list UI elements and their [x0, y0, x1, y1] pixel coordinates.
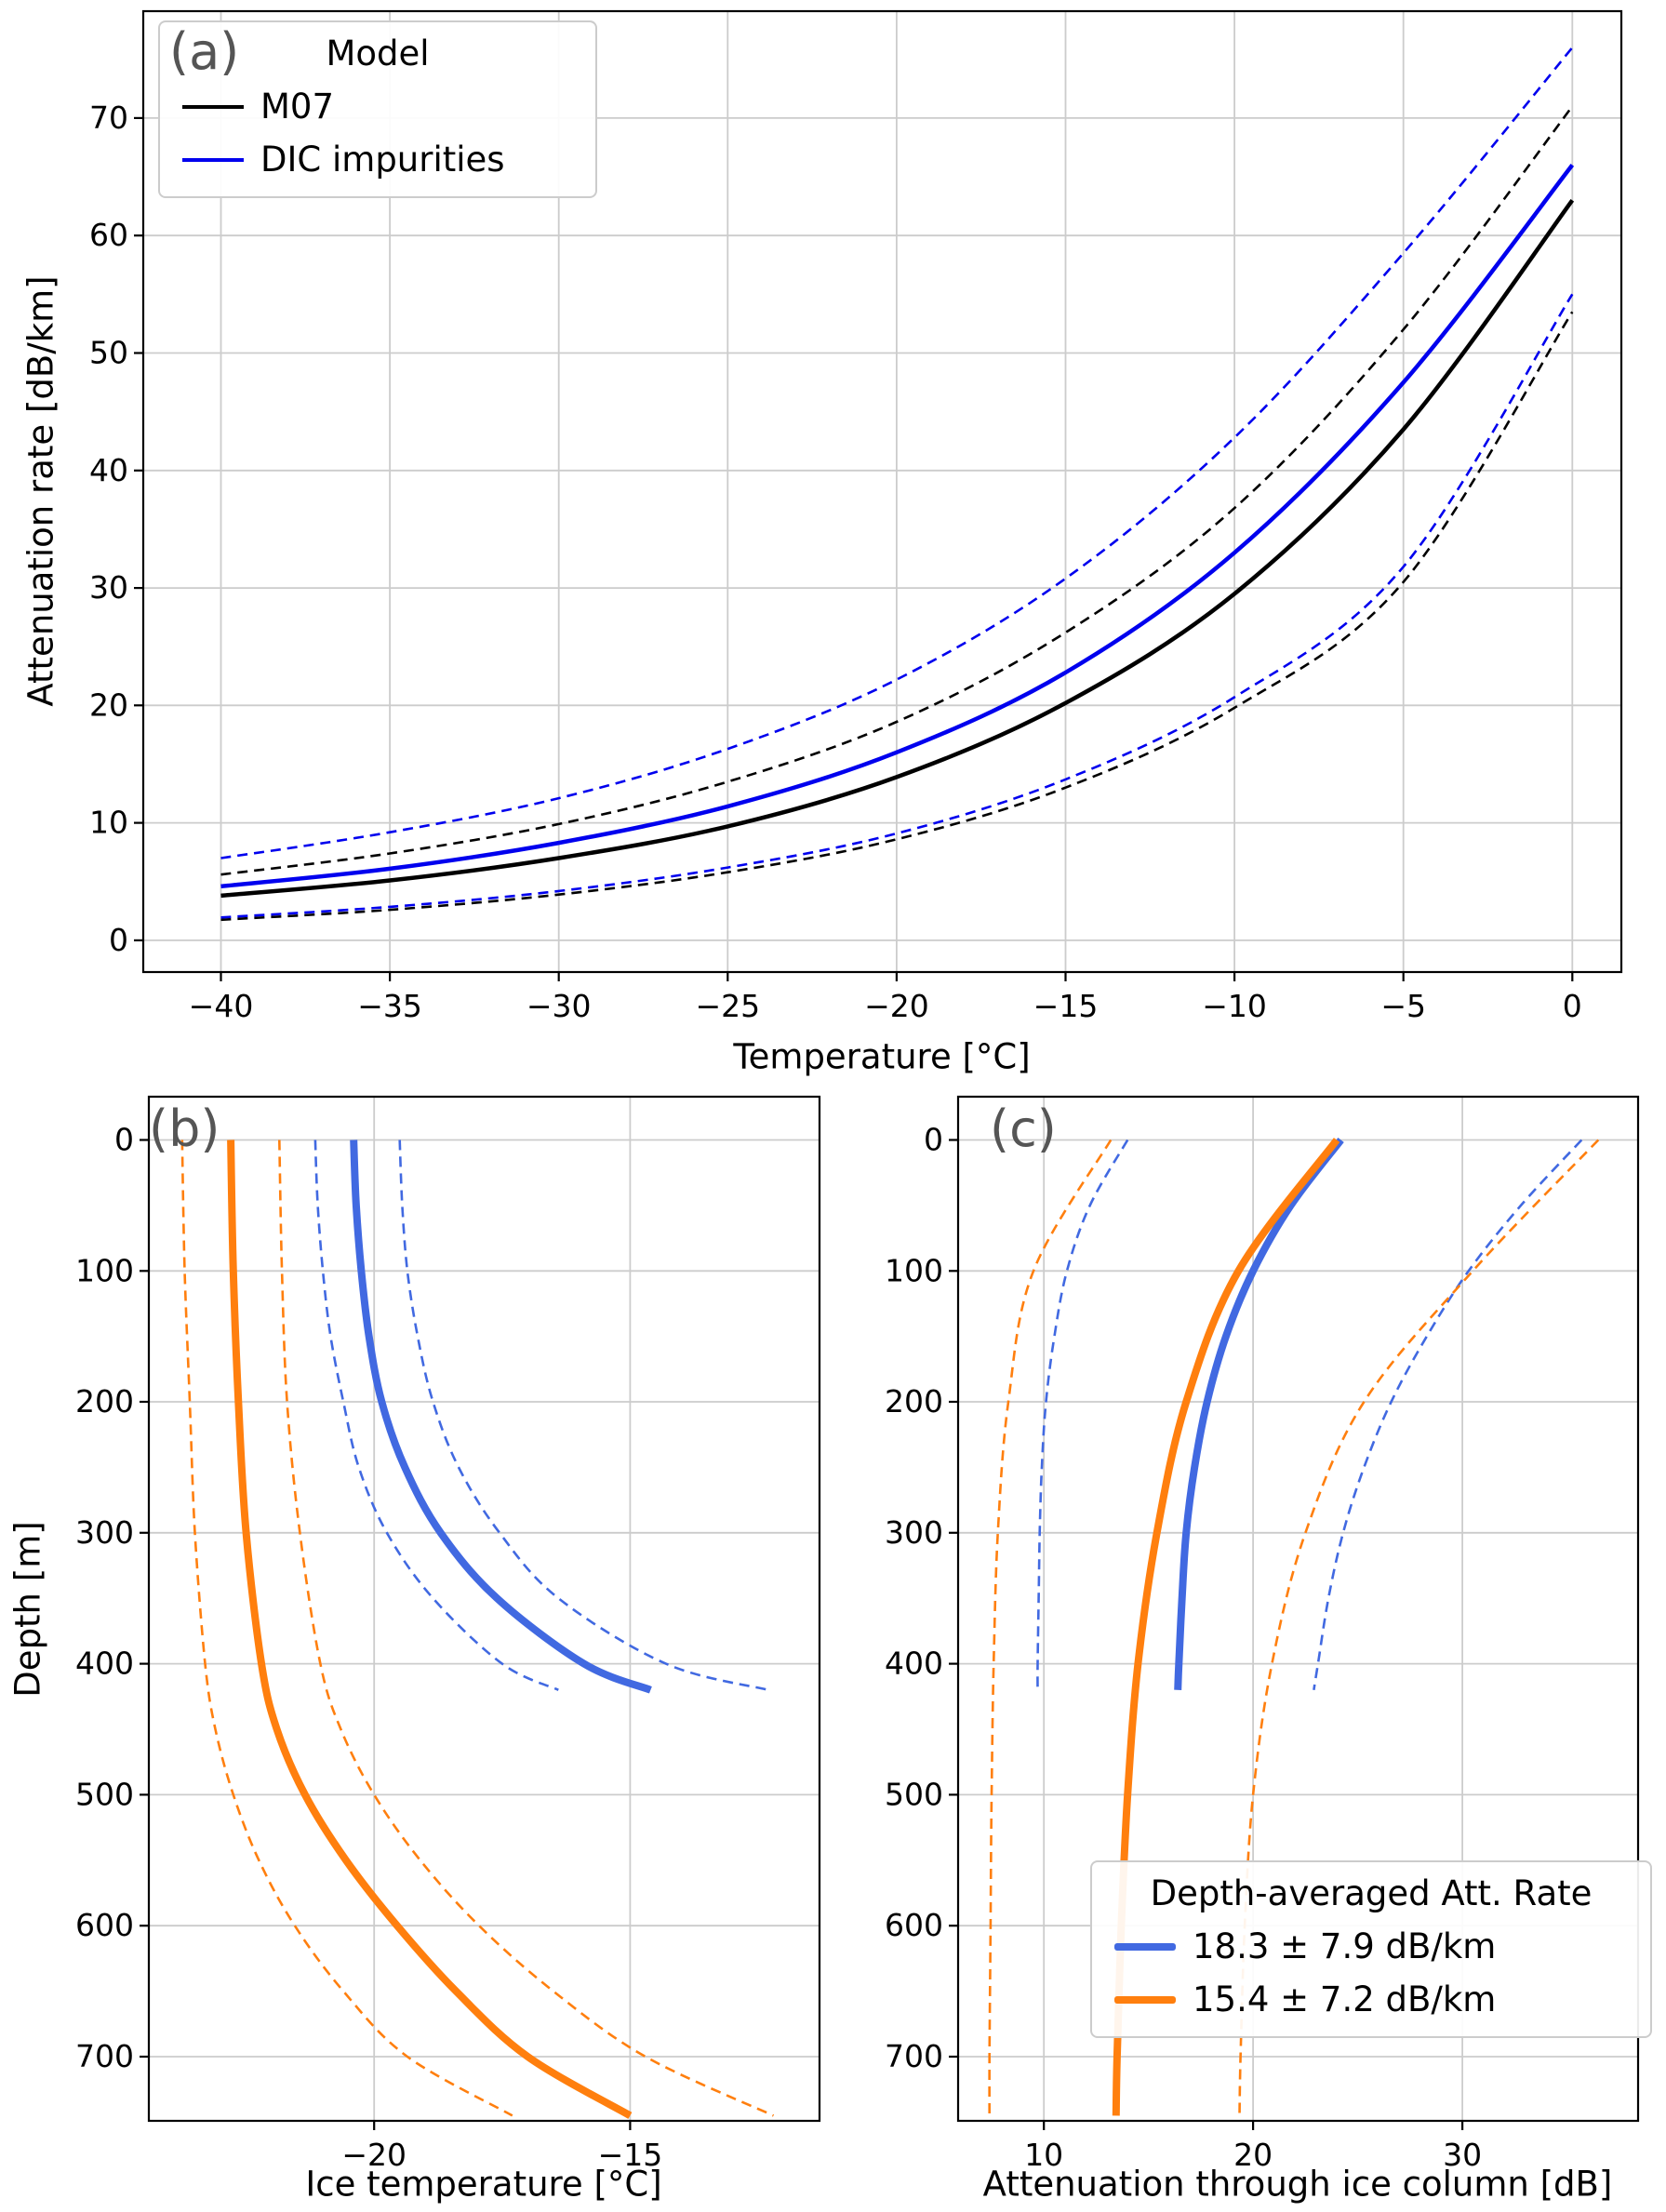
y-tick-label: 0 [924, 1122, 943, 1158]
panel-c-letter: (c) [990, 1099, 1057, 1158]
y-tick-label: 400 [75, 1646, 134, 1682]
series-dic-impurities [220, 164, 1575, 889]
y-tick-label: 500 [75, 1776, 134, 1812]
panel-a-xlabel: Temperature [°C] [733, 1036, 1031, 1077]
series-site-1-temperature [350, 1139, 652, 1694]
y-tick-label: 200 [75, 1383, 134, 1419]
x-tick-label: −10 [1202, 988, 1267, 1024]
y-tick-label: 700 [885, 2038, 943, 2074]
x-tick-label: −40 [189, 988, 254, 1024]
legend-entry-blue-rate: 18.3 ± 7.9 dB/km [1114, 1926, 1628, 1966]
legend-entry-blue-rate-label: 18.3 ± 7.9 dB/km [1193, 1926, 1497, 1966]
y-tick-label: 10 [89, 805, 128, 841]
x-tick-label: −5 [1380, 988, 1426, 1024]
legend-entry-orange-rate-label: 15.4 ± 7.2 dB/km [1193, 1979, 1497, 2019]
m07-line-swatch [182, 104, 244, 109]
panel-b-xlabel: Ice temperature [°C] [305, 2164, 662, 2205]
series-site-1-temperature-upper-bound [398, 1139, 769, 1692]
y-tick-label: 20 [89, 686, 128, 723]
y-tick-label: 200 [885, 1383, 943, 1419]
series-site-2-attenuation-lower-bound [988, 1139, 1113, 2116]
x-tick-label: 20 [1233, 2137, 1273, 2173]
legend-entry-m07-label: M07 [260, 87, 335, 127]
y-tick-label: 100 [885, 1252, 943, 1288]
series-site-2-temperature-lower-bound [180, 1139, 513, 2117]
blue-rate-line-swatch [1114, 1942, 1176, 1951]
panel-b-ylabel: Depth [m] [7, 1521, 48, 1698]
y-tick-label: 300 [75, 1514, 134, 1551]
series-dic-impurities-lower-bound [220, 293, 1574, 919]
legend-att-rate-title: Depth-averaged Att. Rate [1150, 1873, 1593, 1913]
y-tick-label: 400 [885, 1646, 943, 1682]
panel-a-ylabel: Attenuation rate [dB/km] [20, 275, 61, 707]
y-tick-label: 700 [75, 2038, 134, 2074]
series-site-2-temperature-upper-bound [278, 1139, 775, 2117]
series-site-1-temperature-lower-bound [313, 1139, 559, 1691]
series-m07-upper-bound [220, 105, 1574, 876]
y-tick-label: 50 [89, 335, 128, 371]
orange-rate-line-swatch [1114, 1995, 1176, 2004]
x-tick-label: −20 [864, 988, 929, 1024]
plot-b-spines [147, 1095, 821, 2123]
plot-c-spines [956, 1095, 1640, 2123]
legend-depth-averaged-att-rate: Depth-averaged Att. Rate 18.3 ± 7.9 dB/k… [1090, 1860, 1652, 2038]
y-tick-label: 500 [885, 1776, 943, 1812]
series-m07 [220, 198, 1575, 899]
y-tick-label: 0 [114, 1122, 134, 1158]
y-tick-label: 40 [89, 452, 128, 488]
legend-entry-m07: M07 [182, 87, 573, 127]
legend-entry-orange-rate: 15.4 ± 7.2 dB/km [1114, 1979, 1628, 2019]
y-tick-label: 30 [89, 569, 128, 606]
panel-a-letter: (a) [169, 22, 240, 81]
y-tick-label: 70 [89, 100, 128, 136]
x-tick-label: −35 [357, 988, 422, 1024]
series-site-1-attenuation-upper-bound [1313, 1139, 1583, 1690]
dic-impurities-line-swatch [182, 157, 244, 162]
legend-model-title: Model [326, 33, 430, 73]
x-tick-label: −30 [526, 988, 592, 1024]
x-tick-label: 10 [1024, 2137, 1063, 2173]
y-tick-label: 100 [75, 1252, 134, 1288]
series-m07-lower-bound [220, 311, 1574, 922]
x-tick-label: −20 [341, 2137, 407, 2173]
x-tick-label: −15 [598, 2137, 663, 2173]
x-tick-label: 0 [1563, 988, 1582, 1024]
series-dic-impurities-upper-bound [220, 47, 1574, 859]
x-tick-label: −25 [695, 988, 760, 1024]
legend-entry-dic-impurities: DIC impurities [182, 140, 573, 180]
y-tick-label: 600 [885, 1907, 943, 1943]
y-tick-label: 600 [75, 1907, 134, 1943]
x-tick-label: −15 [1033, 988, 1099, 1024]
legend-model: Model M07 DIC impurities [158, 20, 597, 198]
panel-c-xlabel: Attenuation through ice column [dB] [982, 2164, 1613, 2205]
series-site-2-temperature [227, 1139, 633, 2119]
series-site-1-attenuation [1174, 1138, 1344, 1690]
y-tick-label: 300 [885, 1514, 943, 1551]
panel-b-letter: (b) [149, 1099, 220, 1158]
x-tick-label: 30 [1443, 2137, 1482, 2173]
plot-a-spines [141, 9, 1623, 974]
y-tick-label: 60 [89, 217, 128, 253]
series-site-1-attenuation-lower-bound [1036, 1139, 1129, 1690]
y-tick-label: 0 [109, 922, 128, 958]
legend-entry-dic-impurities-label: DIC impurities [260, 140, 505, 180]
